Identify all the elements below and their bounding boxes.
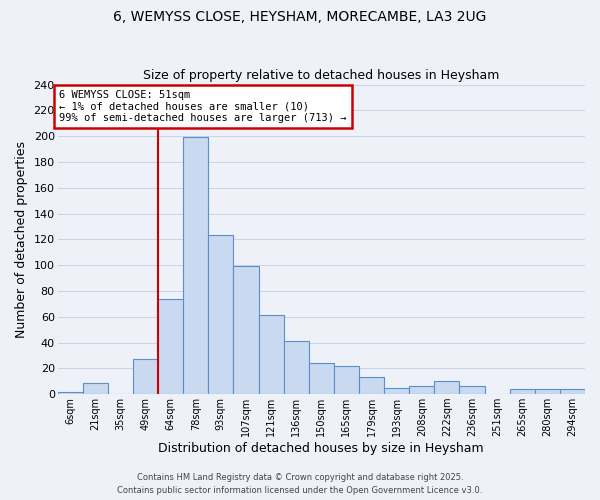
Text: Contains HM Land Registry data © Crown copyright and database right 2025.
Contai: Contains HM Land Registry data © Crown c… bbox=[118, 474, 482, 495]
Bar bbox=[158, 298, 183, 394]
Bar bbox=[535, 389, 560, 394]
Bar bbox=[133, 360, 158, 394]
Y-axis label: Number of detached properties: Number of detached properties bbox=[15, 141, 28, 338]
Bar bbox=[409, 386, 434, 394]
Text: 6, WEMYSS CLOSE, HEYSHAM, MORECAMBE, LA3 2UG: 6, WEMYSS CLOSE, HEYSHAM, MORECAMBE, LA3… bbox=[113, 10, 487, 24]
Bar bbox=[509, 389, 535, 394]
Title: Size of property relative to detached houses in Heysham: Size of property relative to detached ho… bbox=[143, 69, 499, 82]
Bar bbox=[560, 389, 585, 394]
Bar bbox=[233, 266, 259, 394]
Bar bbox=[208, 236, 233, 394]
Bar bbox=[83, 382, 108, 394]
Text: 6 WEMYSS CLOSE: 51sqm
← 1% of detached houses are smaller (10)
99% of semi-detac: 6 WEMYSS CLOSE: 51sqm ← 1% of detached h… bbox=[59, 90, 346, 123]
Bar bbox=[434, 382, 460, 394]
Bar bbox=[384, 388, 409, 394]
Bar bbox=[309, 363, 334, 394]
Bar bbox=[359, 378, 384, 394]
Bar bbox=[334, 366, 359, 394]
Bar bbox=[259, 316, 284, 394]
Bar bbox=[58, 392, 83, 394]
Bar bbox=[183, 138, 208, 394]
X-axis label: Distribution of detached houses by size in Heysham: Distribution of detached houses by size … bbox=[158, 442, 484, 455]
Bar bbox=[460, 386, 485, 394]
Bar bbox=[284, 342, 309, 394]
